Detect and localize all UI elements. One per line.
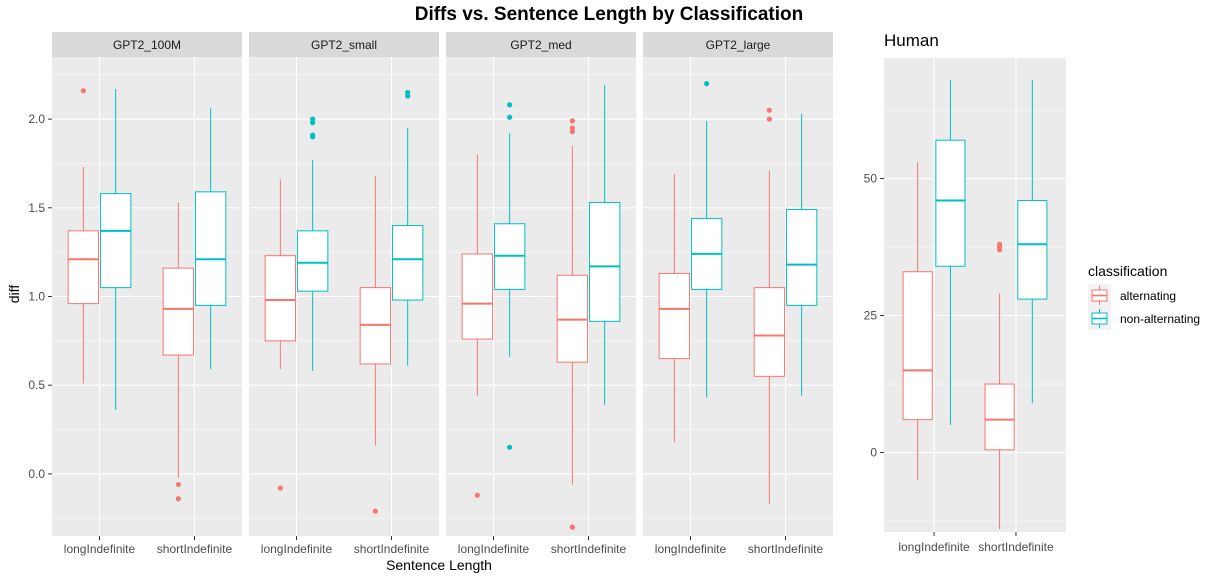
legend-item-alternating: alternating [1088, 284, 1176, 307]
strip-background [249, 32, 439, 57]
box [194, 191, 227, 306]
y-tick-label: 2.0 [28, 112, 45, 126]
chart-title: Diffs vs. Sentence Length by Classificat… [415, 4, 804, 25]
outlier-point [766, 116, 772, 122]
box-shortIndefinite-alternating [162, 202, 195, 502]
facet-GPT2_large: GPT2_large longIndefinite shortIndefinite [643, 32, 833, 556]
outlier-point [507, 114, 513, 120]
box [984, 383, 1015, 451]
box [99, 193, 132, 289]
outlier-point [175, 496, 181, 502]
box [296, 230, 329, 292]
strip-label: GPT2_med [510, 38, 571, 52]
facet-GPT2_small: GPT2_small longIndefinite shortIndefinite [249, 32, 439, 556]
outlier-point [704, 81, 710, 87]
x-tick-label: longIndefinite [458, 542, 530, 556]
facet-panels: 0.0 0.5 1.0 1.5 2.0 GPT2_100M longIndefinite sh… [28, 32, 833, 556]
outlier-point [569, 125, 575, 131]
box-longIndefinite-non-alternating [493, 102, 526, 450]
human-panel-title: Human [884, 31, 939, 50]
outlier-point [277, 485, 283, 491]
outlier-point [507, 444, 513, 450]
box-longIndefinite-non-alternating [296, 116, 329, 372]
box [264, 255, 297, 342]
box [753, 287, 786, 377]
box-longIndefinite-alternating [461, 154, 494, 498]
box [461, 253, 494, 340]
outlier-point [372, 508, 378, 514]
strip-background [52, 32, 242, 57]
x-tick-label: shortIndefinite [978, 540, 1054, 554]
facet-GPT2_100M: GPT2_100M longIndefinite shortIndefinite [52, 32, 242, 556]
outlier-point [507, 102, 513, 108]
outlier-point [310, 132, 316, 138]
y-tick-label: 1.0 [28, 290, 45, 304]
box-shortIndefinite-non-alternating [588, 85, 621, 405]
box [658, 272, 691, 360]
human-box-longIndefinite-alternating [902, 162, 933, 480]
outlier-point [569, 524, 575, 530]
human-box-shortIndefinite-alternating [984, 241, 1015, 530]
x-tick-label: longIndefinite [64, 542, 136, 556]
box [902, 271, 933, 421]
outlier-point [405, 89, 411, 96]
strip-label: GPT2_100M [113, 38, 181, 52]
strip-background [643, 32, 833, 57]
box-shortIndefinite-alternating [556, 118, 589, 530]
outlier-point [175, 481, 181, 488]
y-tick-label: 25 [864, 309, 878, 323]
outlier-point [310, 116, 316, 122]
box-longIndefinite-non-alternating [690, 81, 723, 398]
box [1017, 199, 1048, 300]
strip-background [446, 32, 636, 57]
legend-label: non-alternating [1120, 312, 1200, 326]
box [391, 225, 424, 301]
legend-item-non-alternating: non-alternating [1088, 307, 1200, 330]
y-tick-label: 0.0 [28, 467, 45, 481]
legend-title: classification [1088, 263, 1167, 279]
x-tick-label: longIndefinite [898, 540, 970, 554]
legend: classification alternating non-alternatin… [1088, 263, 1200, 330]
facet-GPT2_med: GPT2_med longIndefinite shortIndefinite [446, 32, 636, 556]
outlier-point [474, 492, 480, 498]
x-axis-title: Sentence Length [386, 557, 492, 573]
box-shortIndefinite-non-alternating [194, 108, 227, 370]
box [935, 139, 966, 267]
box-shortIndefinite-non-alternating [785, 113, 818, 396]
x-tick-label: shortIndefinite [748, 542, 824, 556]
y-tick-label: 50 [864, 172, 878, 186]
box-shortIndefinite-non-alternating [391, 89, 424, 366]
box-longIndefinite-alternating [264, 179, 297, 491]
x-tick-label: shortIndefinite [157, 542, 233, 556]
strip-label: GPT2_small [311, 38, 377, 52]
legend-label: alternating [1120, 289, 1176, 303]
outlier-point [569, 118, 575, 124]
y-tick-label: 0.5 [28, 378, 45, 392]
outlier-point [80, 88, 86, 94]
box-shortIndefinite-alternating [359, 175, 392, 514]
box [785, 209, 818, 306]
outlier-point [766, 107, 772, 113]
box [162, 267, 195, 356]
x-tick-label: shortIndefinite [551, 542, 627, 556]
box-longIndefinite-non-alternating [99, 88, 132, 411]
strip-label: GPT2_large [706, 38, 771, 52]
x-tick-label: longIndefinite [261, 542, 333, 556]
human-panel: 0 25 50 longIndefinite shortIndefinite [864, 58, 1066, 554]
x-tick-label: shortIndefinite [354, 542, 430, 556]
box [588, 201, 621, 322]
box-longIndefinite-alternating [67, 88, 100, 384]
y-tick-label: 0 [870, 446, 877, 460]
y-axis-title: diff [6, 285, 22, 304]
box-shortIndefinite-alternating [753, 107, 786, 505]
box-longIndefinite-alternating [658, 174, 691, 442]
y-tick-label: 1.5 [28, 201, 45, 215]
human-box-shortIndefinite-non-alternating [1017, 79, 1048, 404]
human-box-longIndefinite-non-alternating [935, 79, 966, 426]
outlier-point [996, 241, 1003, 247]
x-tick-label: longIndefinite [655, 542, 727, 556]
box [67, 230, 100, 305]
